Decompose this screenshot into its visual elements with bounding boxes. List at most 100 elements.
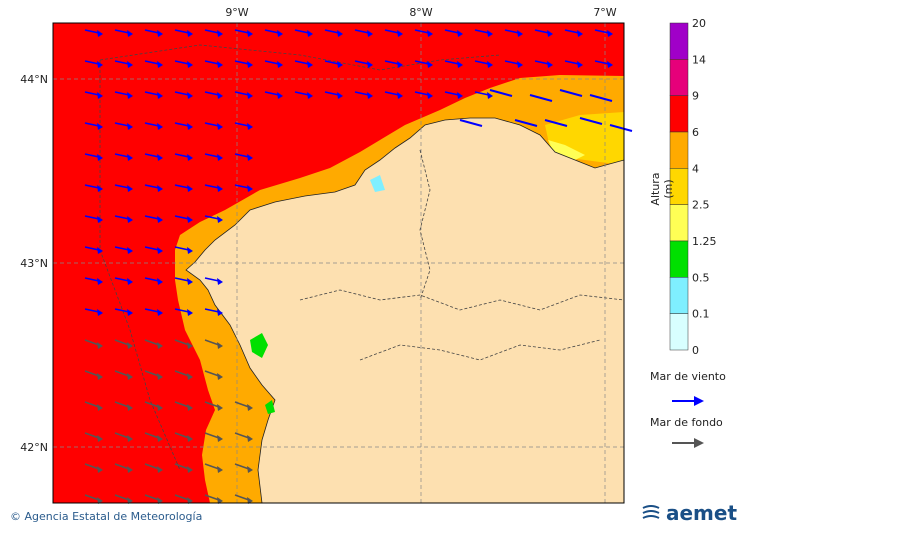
wind-sea-arrow	[354, 91, 370, 96]
wind-sea-arrow	[84, 277, 100, 282]
wind-sea-arrow	[589, 94, 613, 102]
swell-arrowhead	[157, 373, 163, 380]
wind-sea-arrow	[594, 29, 610, 34]
wind-sea-arrow	[474, 29, 490, 34]
colorbar-band	[669, 277, 689, 314]
wind-sea-arrowhead	[247, 185, 253, 192]
wind-sea-arrow	[114, 246, 130, 251]
wind-sea-arrow	[204, 153, 220, 158]
colorbar-tick-label: 0.1	[692, 308, 710, 321]
swell-arrowhead	[127, 342, 133, 349]
wind-sea-arrow	[174, 29, 190, 34]
wind-sea-arrowhead	[187, 154, 193, 161]
colorbar-band	[669, 240, 689, 278]
wind-sea-arrow	[354, 29, 370, 34]
swell-arrow	[84, 432, 100, 439]
wind-sea-arrowhead	[157, 247, 163, 254]
wind-sea-arrow	[84, 184, 100, 189]
colorbar-tick-label: 14	[692, 53, 706, 66]
swell-arrow	[114, 370, 130, 377]
swell-arrowhead	[97, 497, 103, 504]
lat-label-42n: 42°N	[20, 441, 48, 454]
swell-arrow	[114, 339, 130, 346]
lon-label-9w: 9°W	[225, 6, 248, 19]
wind-sea-arrow	[384, 60, 400, 65]
wind-sea-arrow	[174, 215, 190, 220]
swell-arrow	[174, 494, 190, 501]
wind-sea-arrowhead	[97, 216, 103, 223]
wind-sea-arrowhead	[157, 185, 163, 192]
wind-sea-arrowhead	[217, 216, 223, 223]
wind-sea-arrow	[84, 91, 100, 96]
green-patch-2	[265, 400, 275, 414]
green-patch	[250, 333, 268, 358]
wind-sea-arrowhead	[127, 185, 133, 192]
wind-sea-arrowhead	[127, 123, 133, 130]
wind-sea-arrowhead	[367, 61, 373, 68]
wind-sea-arrow	[234, 91, 250, 96]
wind-sea-arrow	[234, 122, 250, 127]
wind-sea-arrowhead	[277, 61, 283, 68]
swell-arrow-icon	[672, 438, 704, 448]
wind-sea-arrowhead	[577, 30, 583, 37]
wind-sea-arrow	[204, 91, 220, 96]
swell-arrowhead	[97, 373, 103, 380]
colorbar-tick-label: 9	[692, 90, 699, 103]
swell-arrowhead	[157, 466, 163, 473]
arrow-field	[84, 29, 633, 504]
lat-label-43n: 43°N	[20, 257, 48, 270]
wind-sea-arrowhead	[337, 92, 343, 99]
swell-arrowhead	[247, 466, 253, 473]
wind-sea-arrow	[204, 29, 220, 34]
wind-sea-arrowhead	[217, 278, 223, 285]
swell-arrowhead	[247, 404, 253, 411]
wind-sea-arrowhead	[337, 30, 343, 37]
wind-sea-arrow	[84, 60, 100, 65]
wind-sea-arrow	[174, 122, 190, 127]
wind-sea-arrowhead	[427, 30, 433, 37]
colorbar-tick-label: 2.5	[692, 199, 710, 212]
wind-sea-arrow	[594, 60, 610, 65]
swell-arrow	[84, 339, 100, 346]
wind-sea-arrowhead	[547, 61, 553, 68]
wind-sea-arrow	[414, 29, 430, 34]
wind-sea-arrow	[144, 29, 160, 34]
wind-sea-arrowhead	[97, 278, 103, 285]
colorbar-band	[669, 313, 689, 351]
wind-sea-arrowhead	[97, 61, 103, 68]
wind-sea-arrow	[114, 60, 130, 65]
swell-arrowhead	[187, 373, 193, 380]
wind-sea-arrow	[294, 29, 310, 34]
swell-arrow	[174, 432, 190, 439]
copyright-text: © Agencia Estatal de Meteorología	[10, 510, 203, 523]
aemet-logo-text: aemet	[666, 501, 738, 525]
wind-sea-arrow	[114, 91, 130, 96]
wind-sea-arrowhead	[97, 123, 103, 130]
wind-sea-arrowhead	[607, 61, 613, 68]
swell-arrow	[144, 339, 160, 346]
wind-sea-arrow	[414, 60, 430, 65]
swell-arrow	[174, 370, 190, 377]
wind-sea-arrowhead	[97, 92, 103, 99]
colorbar-band	[669, 59, 689, 96]
wind-sea-arrowhead	[217, 123, 223, 130]
colorbar-band	[669, 95, 689, 133]
wind-sea-arrowhead	[247, 123, 253, 130]
wind-sea-arrowhead	[217, 185, 223, 192]
wind-sea-arrow	[114, 153, 130, 158]
swell-arrow	[204, 432, 220, 439]
wind-sea-arrow	[264, 29, 280, 34]
wind-sea-arrowhead	[247, 61, 253, 68]
wind-sea-arrowhead	[217, 61, 223, 68]
wind-sea-arrow	[444, 60, 460, 65]
wind-sea-arrowhead	[127, 278, 133, 285]
wind-sea-arrowhead	[337, 61, 343, 68]
colorbar-tick-label: 4	[692, 162, 699, 175]
wind-sea-arrow	[204, 215, 220, 220]
wind-sea-arrow	[384, 29, 400, 34]
wind-sea-arrowhead	[457, 30, 463, 37]
swell-arrowhead	[157, 497, 163, 504]
wind-sea-arrow	[294, 60, 310, 65]
wind-sea-arrow	[144, 277, 160, 282]
